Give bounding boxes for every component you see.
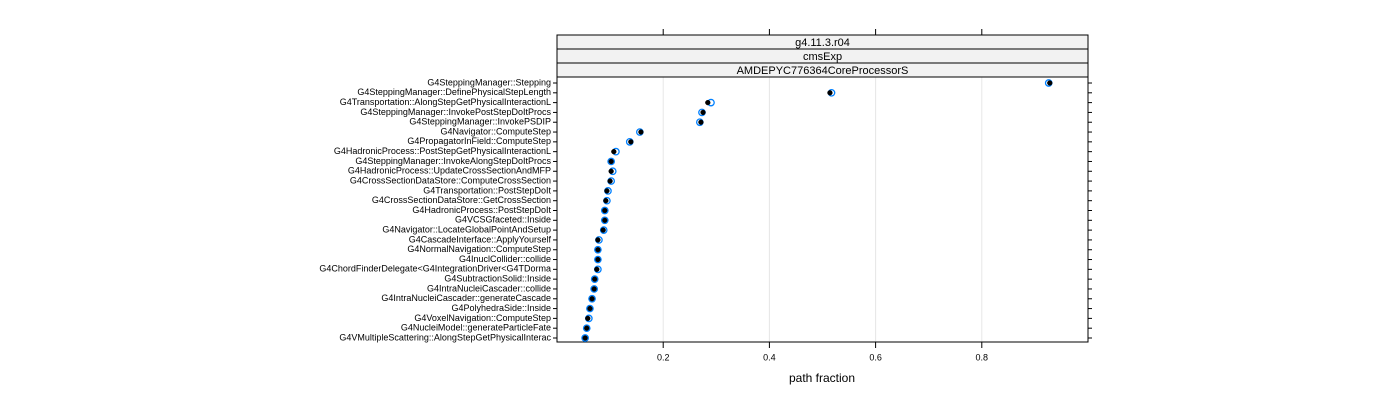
dot [600, 216, 609, 225]
strip-text: AMDEPYC776364CoreProcessorS [737, 65, 909, 77]
y-tick-label: G4HadronicProcess::PostStepGetPhysicalIn… [334, 146, 551, 156]
dot [590, 275, 599, 284]
dot [607, 157, 616, 166]
y-tick-label: G4NucleiModel::generateParticleFate [401, 323, 551, 333]
y-tick-label: G4ChordFinderDelegate<G4IntegrationDrive… [319, 264, 551, 274]
x-axis-title: path fraction [789, 371, 855, 385]
y-tick-label: G4SteppingManager::InvokePSDIP [409, 117, 551, 127]
dot [600, 206, 609, 215]
y-tick-label: G4SteppingManager::InvokeAlongStepDoItPr… [355, 156, 551, 166]
dot [608, 158, 614, 165]
strip-text: g4.11.3.r04 [795, 37, 850, 49]
dot [1047, 80, 1053, 86]
dot [600, 227, 606, 233]
y-tick-label: G4SubtractionSolid::Inside [444, 274, 551, 284]
dot [611, 149, 617, 155]
y-tick-label: G4InuclCollider::collide [459, 254, 551, 264]
y-tick-label: G4VMultipleScattering::AlongStepGetPhysi… [339, 332, 551, 342]
y-tick-label: G4IntraNucleiCascader::collide [427, 283, 551, 293]
dot [582, 324, 591, 333]
y-tick-label: G4VoxelNavigation::ComputeStep [414, 313, 551, 323]
dot [582, 335, 588, 341]
dot [705, 99, 711, 106]
x-tick-label: 0.2 [657, 352, 670, 362]
dot [595, 237, 601, 243]
y-tick-label: G4SteppingManager::DefinePhysicalStepLen… [357, 87, 551, 97]
y-tick-label: G4HadronicProcess::PostStepDoIt [412, 205, 551, 215]
y-tick-label: G4PropagatorInField::ComputeStep [407, 136, 551, 146]
dot [589, 296, 595, 302]
y-tick-label: G4HadronicProcess::UpdateCrossSectionAnd… [348, 166, 551, 176]
dot [594, 245, 602, 254]
y-tick-label: G4VCSGfaceted::Inside [455, 215, 551, 225]
y-tick-label: G4Transportation::AlongStepGetPhysicalIn… [340, 97, 551, 107]
y-tick-label: G4IntraNucleiCascader::generateCascade [381, 293, 551, 303]
x-tick-label: 0.6 [869, 352, 882, 362]
dot [581, 334, 589, 342]
y-tick-label: G4CrossSectionDataStore::GetCrossSection [372, 195, 551, 205]
dot [700, 109, 706, 116]
dot [587, 305, 593, 312]
dot [588, 294, 596, 303]
dot [607, 178, 613, 184]
dot [592, 276, 598, 282]
dot [591, 286, 597, 292]
y-tick-label: G4SteppingManager::Stepping [427, 77, 551, 87]
dot [595, 247, 601, 253]
y-tick-label: G4NormalNavigation::ComputeStep [407, 244, 551, 254]
dot [604, 188, 610, 194]
dot [585, 315, 591, 322]
dot [590, 285, 599, 293]
y-tick-label: G4Navigator::LocateGlobalPointAndSetup [382, 224, 551, 234]
dot [594, 266, 600, 272]
dot [599, 226, 608, 234]
y-tick-label: G4Transportation::PostStepDoIt [423, 185, 551, 195]
dot [827, 90, 833, 96]
dot [594, 255, 602, 264]
dot [584, 325, 590, 331]
dot [698, 119, 704, 125]
dot [638, 129, 644, 135]
y-tick-label: G4PolyhedraSide::Inside [451, 303, 551, 313]
dot [602, 207, 608, 214]
y-tick-label: G4Navigator::ComputeStep [440, 126, 551, 136]
y-tick-label: G4CrossSectionDataStore::ComputeCrossSec… [350, 175, 551, 185]
dot [586, 304, 594, 313]
y-tick-label: G4CascadeInterface::ApplyYourself [409, 234, 552, 244]
dot [595, 256, 601, 263]
x-tick-label: 0.8 [976, 352, 989, 362]
y-tick-label: G4SteppingManager::InvokePostStepDoItPro… [360, 107, 551, 117]
strip-text: cmsExp [803, 51, 842, 63]
dot [608, 168, 614, 174]
dot [628, 139, 634, 145]
dot [602, 217, 608, 223]
panel [556, 76, 1089, 343]
dot [603, 198, 609, 204]
x-tick-label: 0.4 [763, 352, 776, 362]
